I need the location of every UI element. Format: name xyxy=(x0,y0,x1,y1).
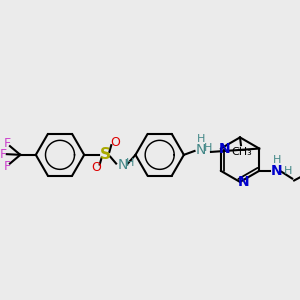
Text: N: N xyxy=(219,142,230,155)
Text: H: H xyxy=(125,158,134,168)
Text: S: S xyxy=(100,147,111,162)
Text: F: F xyxy=(3,160,10,172)
Text: O: O xyxy=(110,136,120,149)
Text: H: H xyxy=(197,134,206,144)
Text: N: N xyxy=(118,158,128,172)
Text: N: N xyxy=(196,143,206,157)
Text: O: O xyxy=(91,161,101,174)
Text: F: F xyxy=(3,137,10,150)
Text: H: H xyxy=(204,143,212,153)
Text: F: F xyxy=(0,148,7,161)
Text: H: H xyxy=(284,166,292,176)
Text: CH₃: CH₃ xyxy=(232,147,252,157)
Text: H: H xyxy=(272,155,281,165)
Text: N: N xyxy=(238,175,250,189)
Text: N: N xyxy=(271,164,283,178)
